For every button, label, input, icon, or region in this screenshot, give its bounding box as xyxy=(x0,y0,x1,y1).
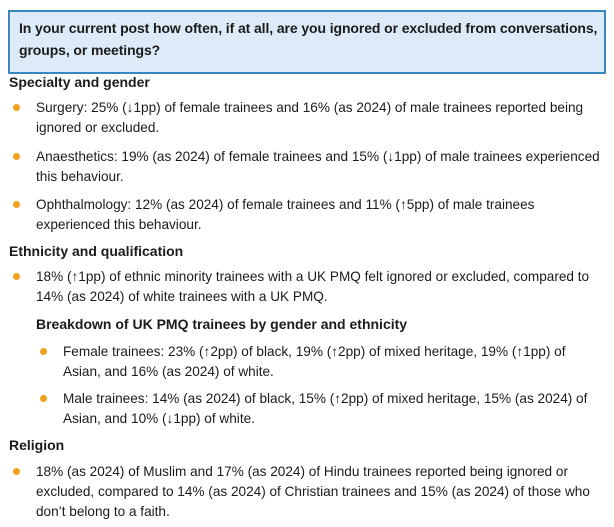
heading-specialty-gender: Specialty and gender xyxy=(9,74,150,90)
list-item: 18% (↑1pp) of ethnic minority trainees w… xyxy=(9,267,605,307)
list-item: Male trainees: 14% (as 2024) of black, 1… xyxy=(36,389,596,429)
list-item: Anaesthetics: 19% (as 2024) of female tr… xyxy=(9,147,605,187)
bullet-icon xyxy=(13,468,20,475)
bullet-icon xyxy=(40,348,47,355)
heading-religion: Religion xyxy=(9,437,65,453)
list-item: Ophthalmology: 12% (as 2024) of female t… xyxy=(9,195,605,235)
list-item: 18% (as 2024) of Muslim and 17% (as 2024… xyxy=(9,462,605,522)
bullet-icon xyxy=(13,104,20,111)
heading-ethnicity-qualification: Ethnicity and qualification xyxy=(9,243,184,259)
question-box: In your current post how often, if at al… xyxy=(8,10,606,74)
bullet-icon xyxy=(13,273,20,280)
list-item: Surgery: 25% (↓1pp) of female trainees a… xyxy=(9,98,605,138)
bullet-icon xyxy=(13,153,20,160)
question-text: In your current post how often, if at al… xyxy=(19,20,598,58)
list-item: Female trainees: 23% (↑2pp) of black, 19… xyxy=(36,342,596,382)
bullet-icon xyxy=(40,395,47,402)
subheading-breakdown: Breakdown of UK PMQ trainees by gender a… xyxy=(36,316,408,332)
bullet-icon xyxy=(13,201,20,208)
